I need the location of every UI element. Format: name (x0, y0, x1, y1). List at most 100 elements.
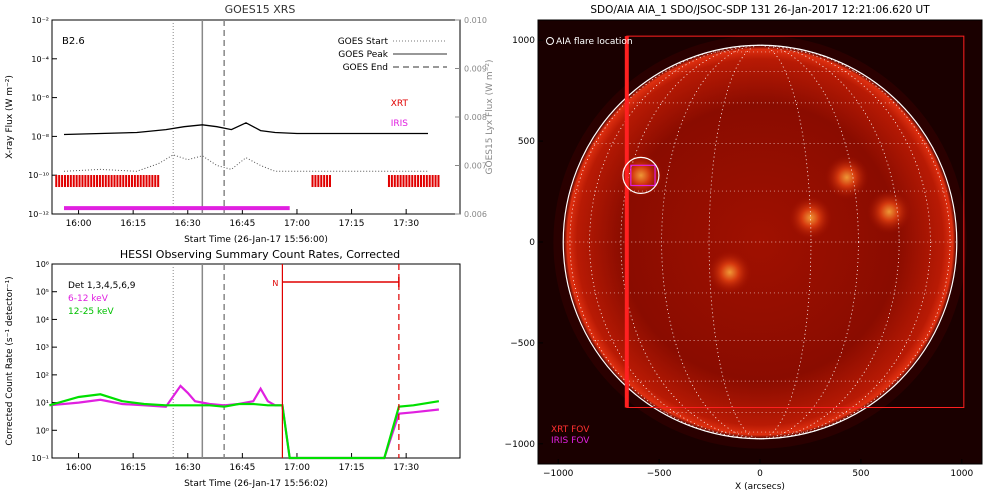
aia-xtick-label: 0 (757, 469, 763, 479)
xrt-exposure-tick (84, 175, 87, 188)
xrt-exposure-tick (419, 175, 422, 188)
xrt-exposure-tick (113, 175, 116, 188)
goes-y2tick-label: 0.010 (464, 16, 487, 25)
hessi-xtick-label: 16:15 (120, 463, 146, 473)
active-region (824, 155, 869, 200)
goes-ytick-label: 10⁻⁶ (31, 94, 49, 103)
xrt-exposure-tick (55, 175, 58, 188)
xrt-exposure-tick (311, 175, 314, 188)
goes-y2tick-label: 0.006 (464, 210, 487, 219)
hessi-legend-12-25: 12-25 keV (68, 307, 114, 317)
xrt-exposure-tick (139, 175, 142, 188)
night-label: N (272, 279, 278, 288)
hessi-title: HESSI Observing Summary Count Rates, Cor… (120, 248, 400, 261)
hessi-xtick-label: 16:00 (66, 463, 92, 473)
hessi-legend-det: Det 1,3,4,5,6,9 (68, 281, 136, 291)
xrt-exposure-tick (408, 175, 411, 188)
goes-ytick-label: 10⁻² (31, 16, 49, 25)
xrt-exposure-tick (431, 175, 434, 188)
aia-ytick-label: 1000 (512, 36, 535, 46)
xrt-exposure-tick (437, 175, 440, 188)
hessi-ytick-label: 10⁰ (36, 426, 49, 435)
xrt-exposure-tick (69, 175, 72, 188)
flare-legend-marker (546, 37, 554, 45)
aia-flare-label: AIA flare location (556, 37, 633, 47)
xrt-exposure-tick (411, 175, 414, 188)
flare-location-circle (622, 156, 660, 194)
goes-ylabel: X-ray Flux (W m⁻²) (5, 75, 15, 159)
iris-fov-box (630, 164, 656, 187)
xrt-exposure-tick (328, 175, 331, 188)
xrt-exposure-tick (399, 175, 402, 188)
goes-class-label: B2.6 (62, 36, 85, 47)
hessi-xtick-label: 17:15 (339, 463, 365, 473)
xrt-exposure-tick (326, 175, 329, 188)
legend-goes-end: GOES End (343, 63, 388, 73)
goes-xlabel: Start Time (26-Jan-17 15:56:00) (184, 235, 328, 245)
hessi-xtick-label: 16:30 (175, 463, 201, 473)
xrt-exposure-tick (93, 175, 96, 188)
hessi-xtick-label: 17:00 (284, 463, 310, 473)
xrt-exposure-tick (90, 175, 93, 188)
hessi-ytick-label: 10⁴ (36, 315, 49, 324)
limb-circle (562, 44, 958, 440)
xrt-exposure-tick (157, 175, 160, 188)
xrt-exposure-tick (81, 175, 84, 188)
xrt-exposure-tick (434, 175, 437, 188)
label-iris: IRIS (391, 119, 409, 129)
xrt-exposure-tick (122, 175, 125, 188)
xrt-exposure-tick (402, 175, 405, 188)
xrt-exposure-tick (425, 175, 428, 188)
xrt-exposure-tick (422, 175, 425, 188)
xrt-exposure-tick (66, 175, 69, 188)
hessi-xtick-label: 16:45 (229, 463, 255, 473)
goes-plot-frame (51, 19, 461, 215)
goes-xtick-label: 17:30 (393, 219, 419, 229)
xrt-exposure-tick (101, 175, 104, 188)
xrt-exposure-tick (142, 175, 145, 188)
xrt-exposure-tick (107, 175, 110, 188)
hessi-ylabel: Corrected Count Rate (s⁻¹ detector⁻¹) (5, 276, 15, 445)
xrt-exposure-tick (75, 175, 78, 188)
hessi-xtick-label: 17:30 (393, 463, 419, 473)
xrt-exposure-tick (390, 175, 393, 188)
xrt-exposure-tick (405, 175, 408, 188)
goes-xtick-label: 16:15 (120, 219, 146, 229)
longitude-gridline (708, 44, 812, 440)
xrt-exposure-tick (145, 175, 148, 188)
xrt-exposure-tick (154, 175, 157, 188)
xrt-exposure-tick (320, 175, 323, 188)
goes-legend: GOES Start GOES Peak GOES End (338, 37, 447, 73)
hessi-xlabel: Start Time (26-Jan-17 15:56:02) (184, 479, 328, 489)
hessi-legend-6-12: 6-12 keV (68, 294, 109, 304)
xrt-exposure-tick (317, 175, 320, 188)
hessi-ytick-label: 10¹ (36, 399, 49, 408)
xrt-exposure-tick (125, 175, 128, 188)
hessi-ytick-label: 10⁶ (36, 260, 49, 269)
label-xrt: XRT (391, 99, 409, 109)
hessi-ytick-label: 10⁵ (36, 288, 49, 297)
aia-ytick-label: 0 (529, 238, 535, 248)
xrt-exposure-tick (396, 175, 399, 188)
aia-iris-fov-label: IRIS FOV (551, 436, 590, 446)
xrt-exposure-tick (130, 175, 133, 188)
goes-title: GOES15 XRS (225, 3, 296, 16)
aia-xlabel: X (arcsecs) (735, 482, 785, 492)
legend-goes-start: GOES Start (338, 37, 389, 47)
goes-ytick-label: 10⁻⁴ (31, 55, 49, 64)
xrt-exposure-tick (110, 175, 113, 188)
active-region (867, 189, 912, 234)
goes-ytick-label: 10⁻¹² (28, 210, 49, 219)
longitude-gridline (569, 44, 951, 440)
xrt-exposure-tick (428, 175, 431, 188)
hessi-ytick-label: 10³ (36, 343, 49, 352)
xrt-exposure-tick (136, 175, 139, 188)
legend-goes-peak: GOES Peak (338, 50, 388, 60)
aia-title: SDO/AIA AIA_1 SDO/JSOC-SDP 131 26-Jan-20… (590, 4, 930, 16)
aia-xtick-label: −500 (647, 469, 672, 479)
goes-xtick-label: 17:15 (339, 219, 365, 229)
hessi-plot-frame (51, 263, 461, 459)
xrt-exposure-tick (314, 175, 317, 188)
aia-ytick-label: 500 (518, 137, 535, 147)
